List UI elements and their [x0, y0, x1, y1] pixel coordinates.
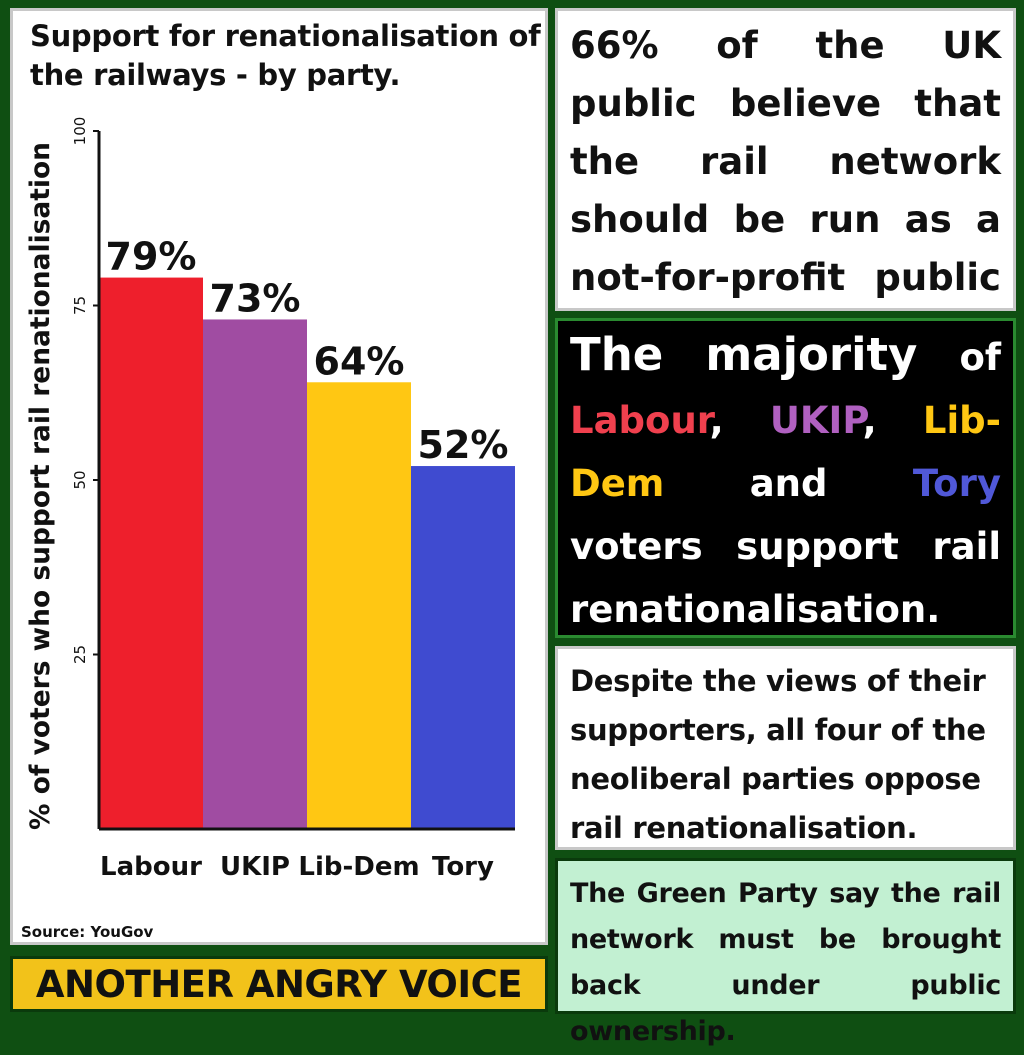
- data-label: 52%: [418, 423, 509, 467]
- party-tory-text: Tory: [912, 462, 1001, 505]
- data-label: 73%: [210, 276, 301, 320]
- majority-and: and: [749, 462, 828, 505]
- chart-panel: Support for renationalisation of the rai…: [10, 8, 548, 945]
- brand-banner: ANOTHER ANGRY VOICE: [10, 956, 548, 1012]
- y-axis-title: % of voters who support rail renationali…: [25, 142, 56, 830]
- public-opinion-box: 66% of the UK public believe that the ra…: [555, 8, 1016, 357]
- majority-rest: voters support rail renationalisation.: [570, 525, 1001, 631]
- party-ukip-text: UKIP: [769, 399, 863, 442]
- bar-ukip: [203, 319, 307, 829]
- data-label: 64%: [314, 339, 405, 383]
- majority-of: of: [959, 336, 1001, 379]
- majority-the: The: [570, 328, 664, 381]
- x-tick-label: Lib-Dem: [298, 852, 419, 882]
- opposition-box: Despite the views of their supporters, a…: [555, 646, 1016, 850]
- y-tick-label: 50: [71, 470, 89, 489]
- party-libdem-text: Lib-Dem: [570, 399, 1001, 505]
- comma: ,: [862, 399, 877, 442]
- y-tick-label: 25: [71, 645, 89, 664]
- y-tick-label: 100: [71, 117, 89, 146]
- chart-title: Support for renationalisation of the rai…: [30, 19, 541, 92]
- majority-word: majority: [705, 328, 918, 381]
- y-tick-label: 75: [71, 296, 89, 315]
- bar-lib-dem: [307, 382, 411, 829]
- bar-tory: [411, 466, 515, 829]
- green-party-box: The Green Party say the rail network mus…: [555, 858, 1016, 1047]
- bar-chart: 79% Labour 73% UKIP 64% Lib-Dem 52% Tory 25 50 75 1…: [25, 117, 515, 882]
- source-note: Source: YouGov: [21, 923, 154, 941]
- majority-box: The majority of Labour, UKIP, Lib-Dem an…: [555, 318, 1016, 638]
- x-tick-label: Tory: [432, 852, 494, 882]
- comma: ,: [709, 399, 724, 442]
- party-labour-text: Labour: [570, 399, 710, 442]
- data-label: 79%: [106, 235, 197, 279]
- x-tick-label: Labour: [100, 852, 202, 882]
- x-tick-label: UKIP: [220, 852, 290, 882]
- bar-labour: [99, 277, 203, 830]
